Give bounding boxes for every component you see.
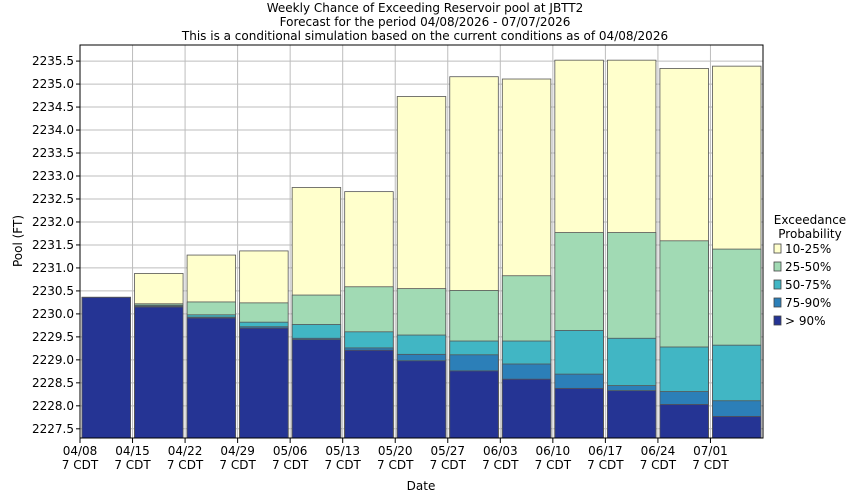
x-tick-label-tz: 7 CDT bbox=[114, 458, 151, 472]
y-tick-label: 2230.0 bbox=[32, 307, 74, 321]
x-tick-label-tz: 7 CDT bbox=[324, 458, 361, 472]
x-tick-label-date: 05/20 bbox=[378, 444, 413, 458]
legend-swatch bbox=[774, 298, 781, 307]
y-tick-label: 2234.0 bbox=[32, 123, 74, 137]
y-tick-label: 2229.5 bbox=[32, 330, 74, 344]
bar-segment: 04/22 > 90%: 2229.91 bbox=[187, 318, 236, 438]
bar-segment: 05/13 > 90%: 2229.21 bbox=[345, 350, 394, 438]
bar-segment: 05/27 > 90%: 2228.76 bbox=[450, 371, 499, 438]
y-tick-label: 2230.5 bbox=[32, 284, 74, 298]
x-tick-label-tz: 7 CDT bbox=[482, 458, 519, 472]
bar-segment: 05/06 > 90%: 2229.44 bbox=[292, 340, 341, 438]
legend-title-line1: Exceedance bbox=[774, 213, 846, 227]
y-tick-label: 2228.5 bbox=[32, 376, 74, 390]
x-tick-label-date: 04/22 bbox=[168, 444, 203, 458]
y-tick-label: 2227.5 bbox=[32, 422, 74, 436]
y-tick-label: 2231.5 bbox=[32, 238, 74, 252]
x-tick-label-date: 04/08 bbox=[63, 444, 98, 458]
x-tick-label-tz: 7 CDT bbox=[167, 458, 204, 472]
y-tick-label: 2235.5 bbox=[32, 54, 74, 68]
x-tick-label-date: 06/10 bbox=[536, 444, 571, 458]
bar-segment: 04/15 > 90%: 2230.15 bbox=[135, 307, 184, 438]
bar-segment: 04/08 > 90%: 2230.36 bbox=[82, 297, 131, 438]
x-tick-label-tz: 7 CDT bbox=[430, 458, 467, 472]
y-tick-label: 2231.0 bbox=[32, 261, 74, 275]
legend: Exceedance Probability 10-25% 25-50% 50-75… bbox=[774, 213, 846, 328]
y-tick-label: 2228.0 bbox=[32, 399, 74, 413]
x-tick-label-date: 06/03 bbox=[483, 444, 518, 458]
x-tick-label-tz: 7 CDT bbox=[272, 458, 309, 472]
x-tick-label-tz: 7 CDT bbox=[587, 458, 624, 472]
legend-label: > 90% bbox=[785, 314, 826, 328]
x-tick-label-date: 05/13 bbox=[325, 444, 360, 458]
bar-segment: 06/03 > 90%: 2228.58 bbox=[502, 379, 551, 438]
chart-subtitle-period: Forecast for the period 04/08/2026 - 07/… bbox=[280, 15, 571, 29]
y-tick-label: 2233.0 bbox=[32, 169, 74, 183]
bar-segment: 04/29 > 90%: 2229.69 bbox=[240, 328, 289, 438]
x-tick-label-tz: 7 CDT bbox=[219, 458, 256, 472]
legend-swatch bbox=[774, 262, 781, 271]
x-tick-label-date: 04/29 bbox=[220, 444, 255, 458]
legend-label: 10-25% bbox=[785, 242, 831, 256]
y-tick-label: 2232.5 bbox=[32, 192, 74, 206]
x-tick-label-tz: 7 CDT bbox=[377, 458, 414, 472]
legend-title-line2: Probability bbox=[778, 227, 841, 241]
bar-segment: 06/10 > 90%: 2228.38 bbox=[555, 388, 604, 438]
legend-swatch bbox=[774, 280, 781, 289]
x-tick-label-tz: 7 CDT bbox=[62, 458, 99, 472]
x-tick-label-tz: 7 CDT bbox=[640, 458, 677, 472]
legend-swatch bbox=[774, 316, 781, 325]
x-tick-label-date: 05/06 bbox=[273, 444, 308, 458]
y-axis-title: Pool (FT) bbox=[11, 215, 25, 267]
y-tick-label: 2232.0 bbox=[32, 215, 74, 229]
x-tick-label-date: 04/15 bbox=[115, 444, 150, 458]
x-tick-label-tz: 7 CDT bbox=[535, 458, 572, 472]
x-tick-label-tz: 7 CDT bbox=[692, 458, 729, 472]
x-tick-label-date: 06/24 bbox=[641, 444, 676, 458]
y-tick-label: 2234.5 bbox=[32, 100, 74, 114]
bar-segment: 06/24 > 90%: 2228.03 bbox=[660, 404, 709, 438]
bar-segment: 06/17 > 90%: 2228.33 bbox=[607, 391, 656, 438]
y-tick-label: 2233.5 bbox=[32, 146, 74, 160]
legend-label: 50-75% bbox=[785, 278, 831, 292]
bar-segment: 05/20 > 90%: 2228.98 bbox=[397, 361, 446, 438]
x-tick-label-date: 06/17 bbox=[588, 444, 623, 458]
x-tick-label-date: 05/27 bbox=[430, 444, 465, 458]
legend-label: 75-90% bbox=[785, 296, 831, 310]
legend-swatch bbox=[774, 244, 781, 253]
bar-segment: 07/01 > 90%: 2227.77 bbox=[712, 416, 761, 438]
x-axis-title: Date bbox=[407, 479, 436, 493]
y-axis: 2227.5 2228.0 2228.5 2229.0 2229.5 2230.0 2230… bbox=[32, 54, 80, 436]
y-tick-label: 2229.0 bbox=[32, 353, 74, 367]
legend-label: 25-50% bbox=[785, 260, 831, 274]
chart-title: Weekly Chance of Exceeding Reservoir poo… bbox=[267, 1, 584, 15]
x-tick-label-date: 07/01 bbox=[693, 444, 728, 458]
y-tick-label: 2235.0 bbox=[32, 77, 74, 91]
chart-subtitle-conditions: This is a conditional simulation based o… bbox=[181, 29, 668, 43]
